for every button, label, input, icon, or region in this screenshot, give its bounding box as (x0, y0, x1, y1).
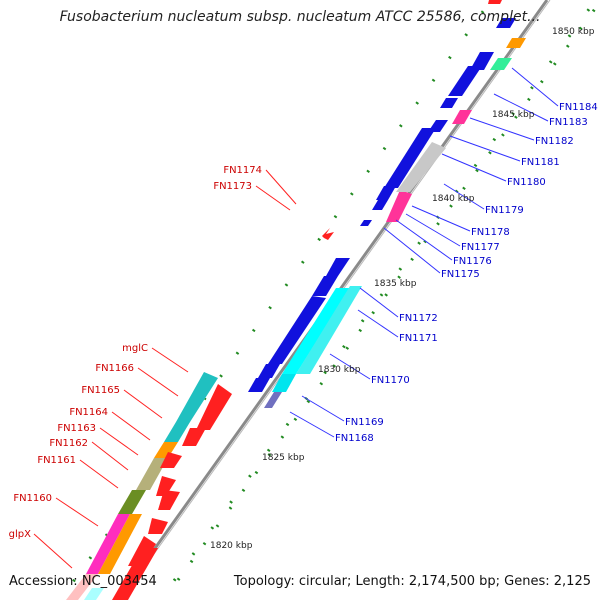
gene-label[interactable]: glpX (9, 529, 31, 540)
gene-label[interactable]: FN1180 (507, 177, 546, 188)
gene-orange-top[interactable] (506, 38, 526, 48)
scale-label-1840: 1840 kbp (432, 194, 475, 204)
gene-red-1[interactable] (112, 548, 158, 600)
reverse-genes (66, 0, 504, 600)
gene-blue-4[interactable] (440, 98, 458, 108)
gene-label[interactable]: FN1173 (213, 181, 252, 192)
gene-fn1164[interactable] (164, 422, 190, 442)
gene-red-8[interactable] (196, 384, 232, 430)
gene-label[interactable]: FN1178 (471, 227, 510, 238)
reverse-gene-labels: FN1174 FN1173 mglC FN1166 FN1165 FN1164 … (9, 165, 262, 540)
gene-fn1160-b[interactable] (98, 514, 142, 574)
gene-fn1162[interactable] (136, 458, 168, 490)
gene-label[interactable]: FN1169 (345, 417, 384, 428)
gene-label[interactable]: FN1172 (399, 313, 438, 324)
gene-fn1181[interactable] (428, 120, 448, 132)
gene-label[interactable]: FN1163 (57, 423, 96, 434)
gene-fn1183[interactable] (448, 66, 482, 96)
gene-label[interactable]: FN1171 (399, 333, 438, 344)
gene-red-top[interactable] (488, 0, 504, 4)
map-title: Fusobacterium nucleatum subsp. nucleatum… (59, 9, 541, 25)
gene-fn1178[interactable] (386, 190, 412, 222)
gene-label[interactable]: FN1179 (485, 205, 524, 216)
gene-fn1170[interactable] (282, 288, 350, 374)
gene-fn1172[interactable] (312, 276, 338, 296)
gene-fn1174[interactable] (322, 228, 334, 240)
gene-fn1160[interactable] (86, 514, 130, 574)
gene-fn1177[interactable] (376, 186, 396, 200)
gene-label[interactable]: FN1168 (335, 433, 374, 444)
gene-fn1169[interactable] (272, 374, 296, 392)
gene-label[interactable]: mglC (122, 343, 148, 354)
gene-label[interactable]: FN1174 (223, 165, 262, 176)
gene-label[interactable]: FN1175 (441, 269, 480, 280)
gene-red-5[interactable] (156, 476, 176, 496)
gene-fn1184[interactable] (490, 58, 512, 70)
gene-label[interactable]: FN1166 (95, 363, 134, 374)
tick-track-inner-right (158, 0, 598, 600)
reverse-leaders (33, 169, 297, 569)
scale-labels: 1820 kbp 1825 kbp 1830 kbp 1835 kbp 1840… (210, 27, 595, 551)
gene-blue-6[interactable] (496, 18, 516, 28)
gene-blue-3[interactable] (326, 258, 350, 276)
scale-label-1830: 1830 kbp (318, 365, 361, 375)
gene-teal-lower[interactable] (84, 588, 104, 600)
gene-label[interactable]: FN1160 (13, 493, 52, 504)
gene-blue-2[interactable] (258, 364, 280, 378)
gene-label[interactable]: FN1164 (69, 407, 108, 418)
gene-blue-5[interactable] (470, 52, 494, 70)
gene-label[interactable]: FN1165 (81, 385, 120, 396)
gene-red-2[interactable] (128, 536, 156, 566)
gene-fn1180[interactable] (384, 128, 436, 188)
forward-leaders (289, 67, 559, 438)
scale-label-1835: 1835 kbp (374, 279, 417, 289)
gene-red-7[interactable] (182, 428, 206, 446)
topology-label: Topology: circular; Length: 2,174,500 bp… (233, 574, 591, 589)
gene-fn1166[interactable] (176, 372, 218, 422)
forward-gene-labels: FN1184 FN1183 FN1182 FN1181 FN1180 FN117… (335, 102, 598, 444)
gene-fn1161[interactable] (118, 490, 146, 514)
gene-fn1175[interactable] (360, 220, 372, 226)
gene-label[interactable]: FN1182 (535, 136, 574, 147)
forward-genes (84, 18, 526, 600)
gene-fn1179[interactable] (396, 142, 446, 192)
gene-label[interactable]: FN1184 (559, 102, 598, 113)
gene-label[interactable]: FN1181 (521, 157, 560, 168)
scale-label-1850: 1850 kbp (552, 27, 595, 37)
scale-label-1820: 1820 kbp (210, 541, 253, 551)
accession-label: Accession: NC_003454 (9, 574, 157, 589)
gene-fn1171[interactable] (268, 296, 326, 364)
gene-fn1176[interactable] (372, 200, 388, 210)
gene-label[interactable]: FN1177 (461, 242, 500, 253)
gene-fn1168[interactable] (264, 392, 282, 408)
gene-label[interactable]: FN1162 (49, 438, 88, 449)
scale-label-1845: 1845 kbp (492, 110, 535, 120)
scale-label-1825: 1825 kbp (262, 453, 305, 463)
gene-fn1170-b[interactable] (296, 286, 362, 374)
gene-fn1182[interactable] (452, 110, 472, 124)
gene-glpX[interactable] (66, 574, 98, 600)
gene-label[interactable]: FN1170 (371, 375, 410, 386)
gene-fn1163[interactable] (154, 442, 178, 458)
gene-red-3[interactable] (148, 518, 168, 534)
gene-red-6[interactable] (160, 452, 182, 468)
gene-label[interactable]: FN1183 (549, 117, 588, 128)
gene-blue-1[interactable] (248, 378, 270, 392)
gene-label[interactable]: FN1161 (37, 455, 76, 466)
gene-label[interactable]: FN1176 (453, 256, 492, 267)
